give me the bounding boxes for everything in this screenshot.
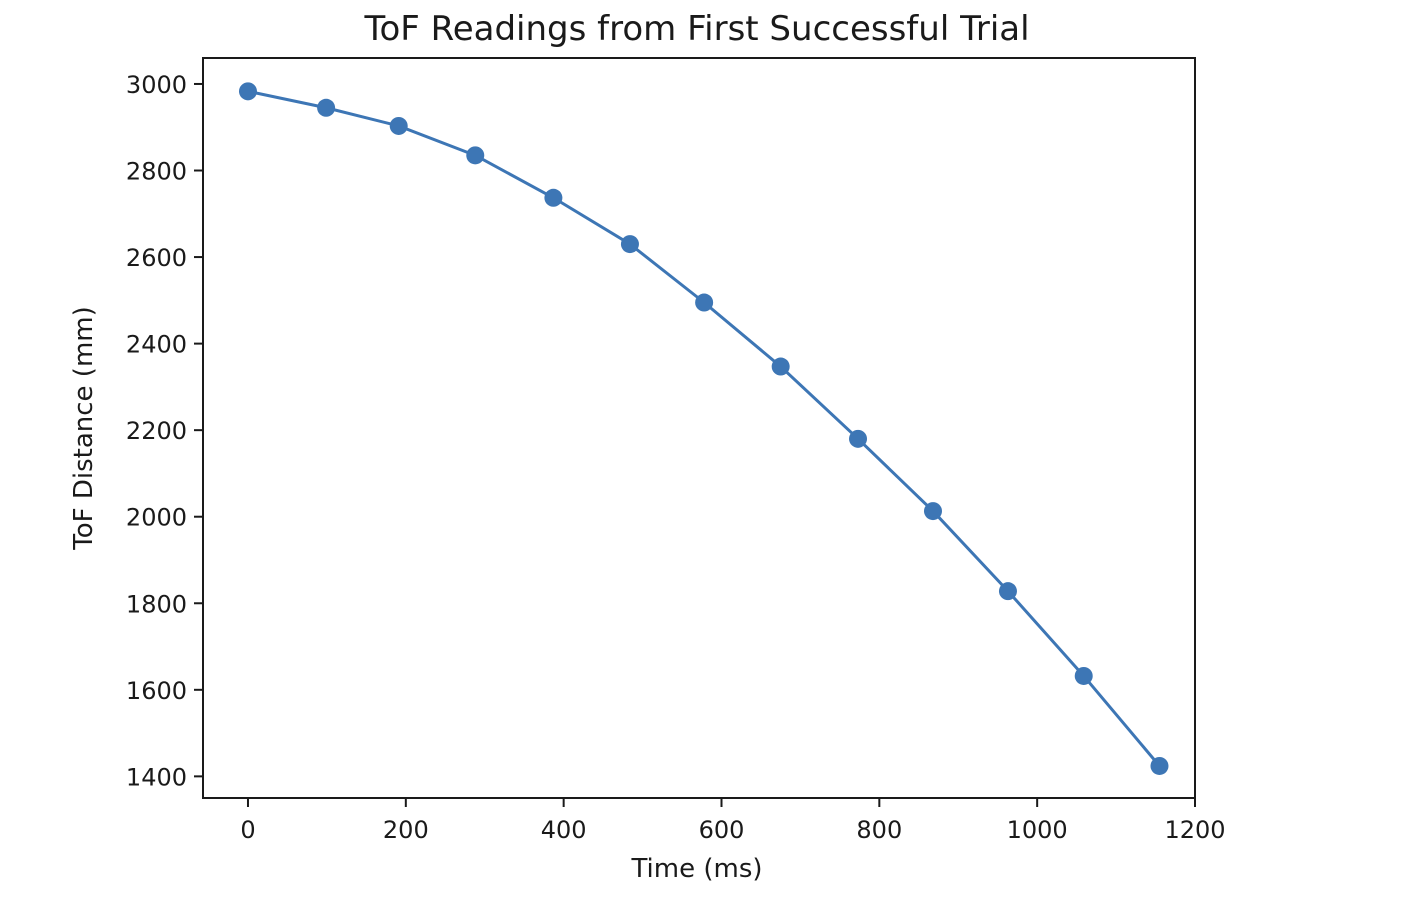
- y-axis-label: ToF Distance (mm): [69, 306, 99, 550]
- y-tick-label: 2800: [126, 158, 187, 186]
- y-tick-label: 1600: [126, 677, 187, 705]
- data-point: [998, 582, 1017, 601]
- data-point: [620, 235, 639, 254]
- y-tick-label: 2600: [126, 244, 187, 272]
- y-tick-label: 2000: [126, 504, 187, 532]
- chart-title: ToF Readings from First Successful Trial: [363, 9, 1029, 49]
- data-point: [923, 502, 942, 521]
- data-point: [1150, 756, 1169, 775]
- series-line: [247, 89, 1161, 767]
- data-point: [1074, 666, 1093, 685]
- data-point: [544, 188, 563, 207]
- data-point: [771, 357, 790, 376]
- plot-frame: [202, 57, 1196, 799]
- tick-group: 0 200 400 600 800 1000 1200 1400 1600 1800 2000 220…: [126, 71, 1226, 844]
- data-point: [695, 293, 714, 312]
- x-axis-label: Time (ms): [630, 854, 762, 884]
- x-tick-label: 400: [541, 816, 587, 844]
- data-point: [317, 98, 336, 117]
- x-tick-label: 800: [856, 816, 902, 844]
- y-tick-label: 2400: [126, 331, 187, 359]
- y-tick-label: 3000: [126, 71, 187, 99]
- series-group: [238, 82, 1169, 775]
- data-point: [238, 82, 257, 101]
- data-point: [849, 429, 868, 448]
- data-point: [389, 116, 408, 135]
- x-tick-label: 600: [699, 816, 745, 844]
- data-point: [466, 146, 485, 165]
- y-tick-label: 1400: [126, 763, 187, 791]
- axes: [202, 57, 1196, 799]
- x-tick-label: 1200: [1164, 816, 1225, 844]
- y-tick-label: 2200: [126, 417, 187, 445]
- y-tick-label: 1800: [126, 590, 187, 618]
- x-tick-label: 0: [240, 816, 255, 844]
- x-tick-label: 1000: [1007, 816, 1068, 844]
- x-tick-label: 200: [383, 816, 429, 844]
